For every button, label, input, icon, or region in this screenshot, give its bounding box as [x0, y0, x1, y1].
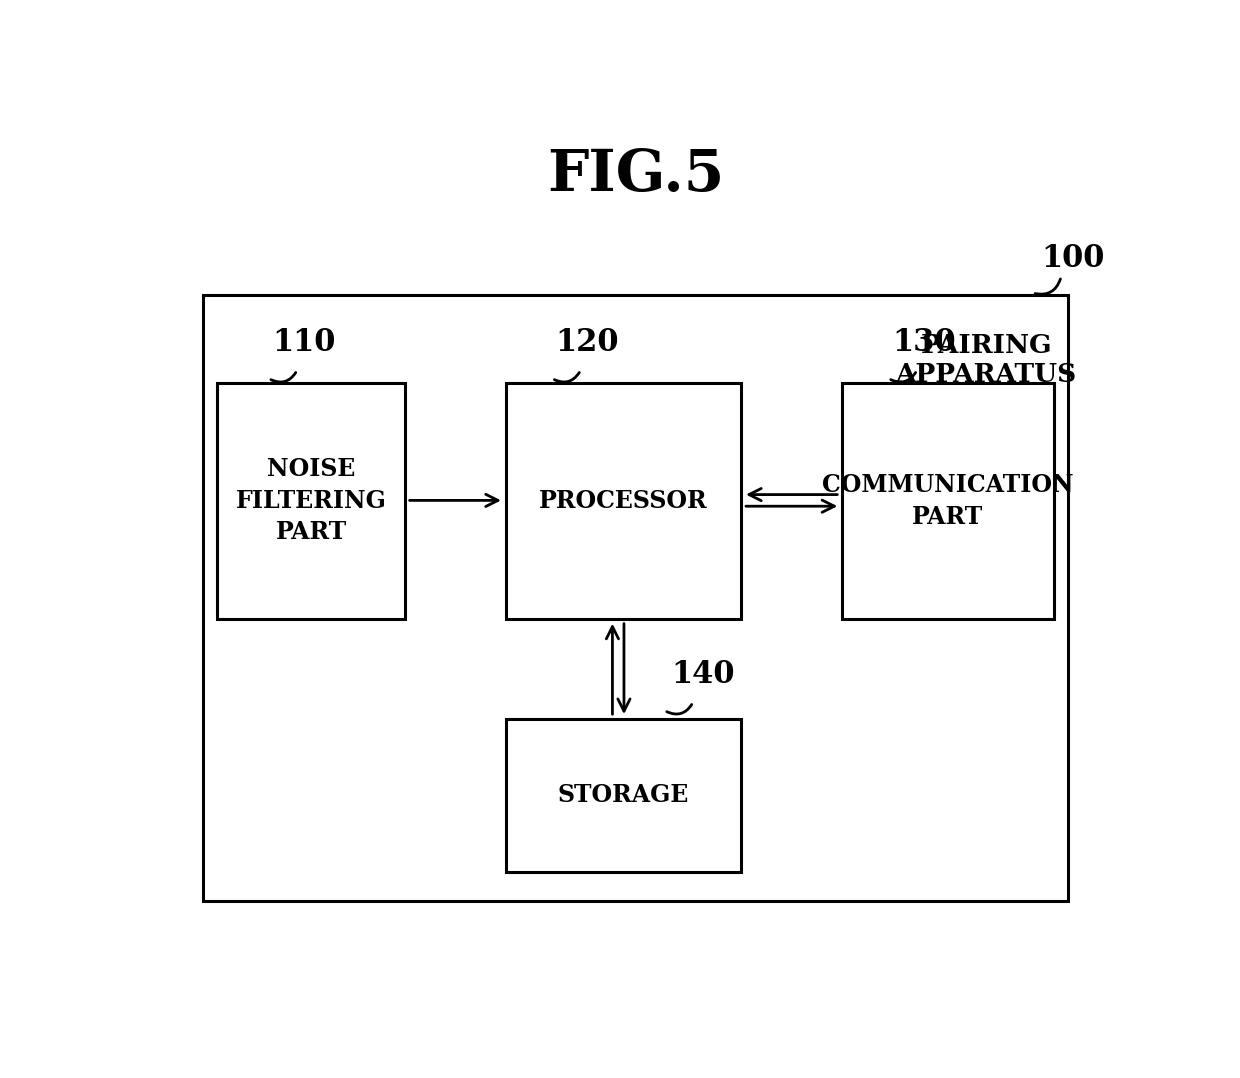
Bar — [506, 719, 742, 872]
Bar — [842, 383, 1054, 619]
Text: 130: 130 — [892, 327, 956, 358]
Text: COMMUNICATION
PART: COMMUNICATION PART — [822, 473, 1074, 528]
Bar — [506, 383, 742, 619]
Bar — [217, 383, 404, 619]
Text: STORAGE: STORAGE — [558, 784, 689, 807]
Text: 100: 100 — [1042, 243, 1105, 274]
Text: 140: 140 — [671, 659, 734, 690]
Bar — [203, 295, 1068, 901]
Text: FIG.5: FIG.5 — [547, 147, 724, 203]
Text: PAIRING
APPARATUS: PAIRING APPARATUS — [895, 333, 1076, 387]
Text: PROCESSOR: PROCESSOR — [539, 488, 708, 513]
Text: 110: 110 — [273, 327, 336, 358]
Text: NOISE
FILTERING
PART: NOISE FILTERING PART — [236, 457, 387, 544]
Text: 120: 120 — [556, 327, 619, 358]
